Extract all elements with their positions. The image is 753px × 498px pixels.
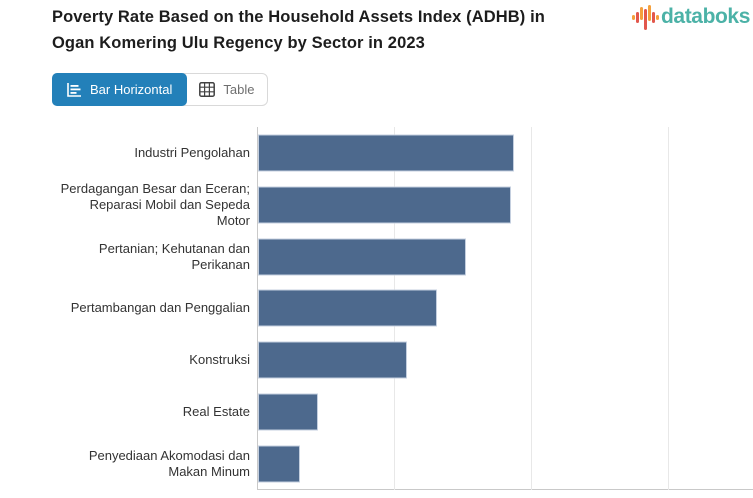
table-icon (199, 82, 216, 97)
plot-area (257, 127, 753, 490)
chart-row: Pertambangan dan Penggalian (0, 283, 753, 335)
tab-label: Table (223, 82, 255, 97)
gridline (668, 127, 670, 490)
chart-row: Real Estate (0, 386, 753, 438)
bar[interactable] (258, 134, 515, 172)
bar[interactable] (258, 238, 467, 276)
view-toggle: Bar Horizontal Table (52, 73, 269, 106)
category-label: Konstruksi (189, 352, 250, 368)
databoks-logo-text: databoks (661, 5, 750, 28)
category-label: Industri Pengolahan (134, 144, 250, 160)
chart-row: Pertanian; Kehutanan dan Perikanan (0, 231, 753, 283)
bar[interactable] (258, 445, 301, 483)
category-label: Penyediaan Akomodasi dan Makan Minum (88, 448, 250, 480)
tab-bar-horizontal[interactable]: Bar Horizontal (52, 73, 188, 106)
category-label: Perdagangan Besar dan Eceran; Reparasi M… (60, 180, 250, 228)
gridline (531, 127, 533, 490)
bar[interactable] (258, 393, 319, 431)
bar-chart: Industri Pengolahan Perdagangan Besar dan… (0, 127, 753, 490)
page-title: Poverty Rate Based on the Household Asse… (52, 8, 545, 52)
databoks-logo-icon (632, 5, 659, 30)
category-label: Pertambangan dan Penggalian (70, 300, 250, 316)
chart-row: Konstruksi (0, 334, 753, 386)
bar[interactable] (258, 341, 408, 379)
bar-horizontal-icon (67, 82, 81, 97)
tab-table[interactable]: Table (186, 74, 267, 105)
category-label: Real Estate (182, 404, 250, 420)
tab-label: Bar Horizontal (90, 82, 173, 97)
bar[interactable] (258, 289, 438, 327)
chart-row: Perdagangan Besar dan Eceran; Reparasi M… (0, 179, 753, 231)
databoks-logo[interactable]: databoks (632, 3, 750, 32)
chart-row: Industri Pengolahan (0, 127, 753, 179)
bar[interactable] (258, 186, 512, 224)
category-label: Pertanian; Kehutanan dan Perikanan (98, 240, 250, 272)
chart-row: Penyediaan Akomodasi dan Makan Minum (0, 438, 753, 490)
